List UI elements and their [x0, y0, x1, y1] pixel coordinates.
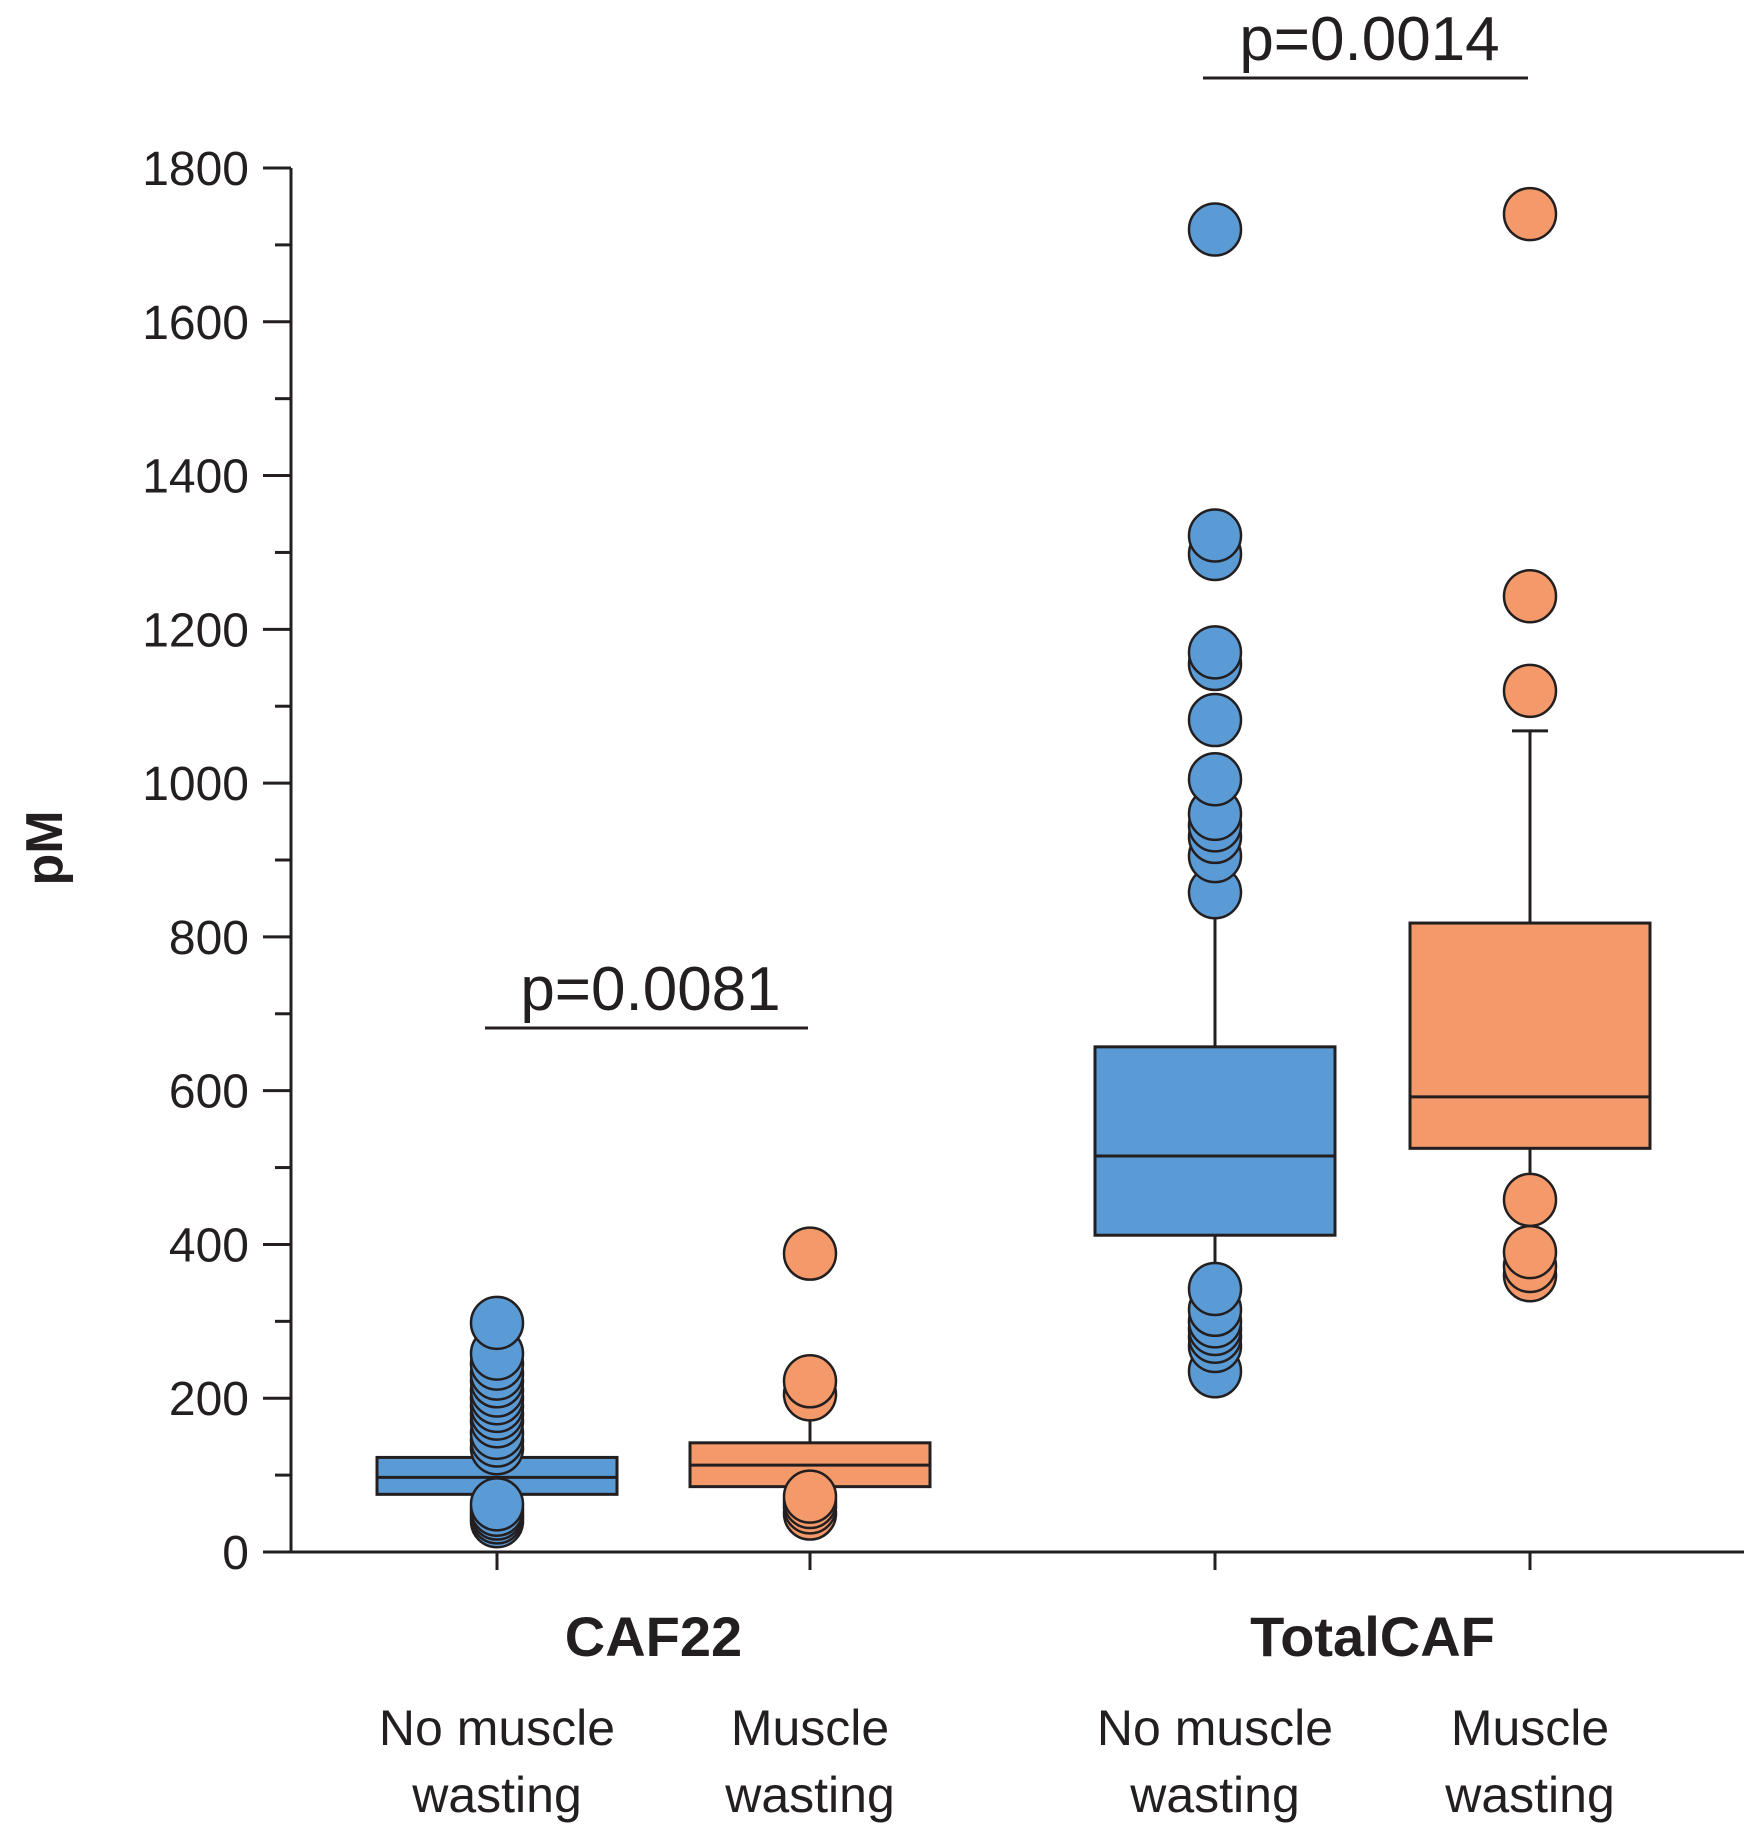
category-label-line1: No muscle	[1097, 1700, 1333, 1756]
y-tick-label: 1600	[142, 297, 249, 350]
outlier-point	[1502, 569, 1558, 624]
box-group-0-0	[375, 1295, 619, 1570]
box-group-1-1	[1408, 186, 1652, 1570]
iqr-box	[1408, 921, 1652, 1150]
y-tick-label: 400	[169, 1219, 249, 1272]
category-label-line1: Muscle	[731, 1700, 889, 1756]
y-tick-label: 600	[169, 1066, 249, 1119]
category-label-line2: wasting	[1444, 1767, 1615, 1823]
outlier-point	[1187, 202, 1243, 257]
category-label-line2: wasting	[724, 1767, 895, 1823]
p-value-label: p=0.0081	[520, 955, 780, 1024]
outlier-point	[1187, 508, 1243, 563]
outlier-point	[1502, 663, 1558, 719]
annotations: p=0.0081 p=0.0014	[485, 5, 1528, 1030]
outlier-point	[1502, 1172, 1558, 1228]
y-tick-label: 200	[169, 1373, 249, 1426]
y-tick-label: 1400	[142, 451, 249, 504]
outlier-point	[1502, 186, 1558, 242]
y-tick-label: 800	[169, 912, 249, 965]
y-tick-label: 1000	[142, 758, 249, 811]
group-title: TotalCAF	[1250, 1605, 1495, 1668]
outlier-point	[782, 1469, 838, 1524]
category-label-line2: wasting	[411, 1767, 582, 1823]
p-value-label: p=0.0014	[1239, 5, 1499, 74]
box-group-0-1	[688, 1226, 932, 1570]
category-label-line2: wasting	[1129, 1767, 1300, 1823]
outlier-point	[782, 1354, 838, 1409]
category-label-line1: No muscle	[379, 1700, 615, 1756]
y-tick-label: 0	[222, 1527, 249, 1580]
iqr-box	[1093, 1045, 1337, 1237]
outlier-point	[1187, 752, 1243, 807]
category-labels: No muscle wasting Muscle wasting CAF22 No mus…	[379, 1605, 1615, 1823]
outlier-point	[1187, 625, 1243, 680]
group-title: CAF22	[565, 1605, 742, 1668]
y-axis-label: pM	[16, 810, 74, 885]
y-axis-ticks: 0 200 400 600 800 1000 1200 1400 1600 1800	[142, 143, 291, 1580]
y-tick-label: 1200	[142, 604, 249, 657]
box-group-1-0	[1093, 202, 1337, 1570]
outlier-point	[469, 1295, 525, 1351]
category-label-line1: Muscle	[1451, 1700, 1609, 1756]
outlier-point	[1502, 1224, 1558, 1280]
outlier-point	[1187, 1261, 1243, 1317]
outlier-point	[1187, 692, 1243, 748]
outlier-point	[469, 1477, 525, 1532]
outlier-point	[782, 1226, 838, 1281]
plot-area	[375, 186, 1652, 1570]
y-tick-label: 1800	[142, 143, 249, 196]
